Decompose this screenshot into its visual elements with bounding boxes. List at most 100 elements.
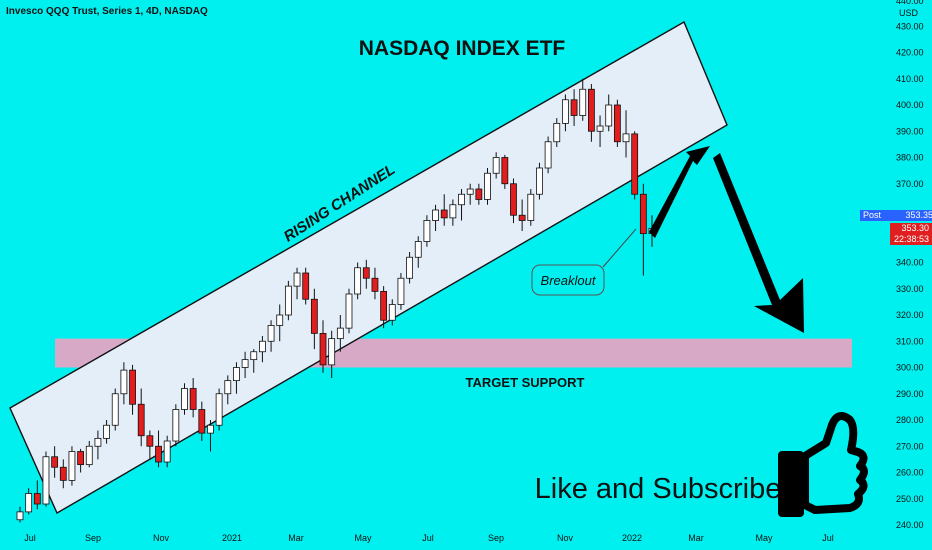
thumbs-up-icon[interactable] xyxy=(778,412,868,517)
candle-up[interactable] xyxy=(111,393,119,426)
y-tick-label: 290.00 xyxy=(896,389,924,399)
candle-down[interactable] xyxy=(570,99,578,116)
time-axis[interactable]: Jul Sep Nov 2021 Mar May Jul Sep Nov 2022 Mar May Ju… xyxy=(24,533,834,543)
last-price-tag: 353.30 22:38:53 xyxy=(890,223,932,245)
candle-up[interactable] xyxy=(466,188,474,195)
candle-up[interactable] xyxy=(328,338,336,366)
candle-down[interactable] xyxy=(475,188,483,200)
candle-up[interactable] xyxy=(397,277,405,305)
candle-up[interactable] xyxy=(163,440,171,463)
candle-up[interactable] xyxy=(267,325,275,342)
candle-up[interactable] xyxy=(120,369,128,395)
candle-down[interactable] xyxy=(501,157,509,185)
y-tick-label: 420.00 xyxy=(896,48,924,58)
candle-up[interactable] xyxy=(432,209,439,221)
y-tick-label: 320.00 xyxy=(896,310,924,320)
candle-down[interactable] xyxy=(189,388,197,410)
candle-up[interactable] xyxy=(406,256,413,279)
candle-up[interactable] xyxy=(605,104,613,127)
candle-up[interactable] xyxy=(293,272,301,287)
y-tick-label: 340.00 xyxy=(896,258,924,268)
x-tick-label: Sep xyxy=(85,533,101,543)
candle-up[interactable] xyxy=(284,285,292,316)
candle-down[interactable] xyxy=(613,104,621,143)
candle-up[interactable] xyxy=(215,393,223,426)
candle-up[interactable] xyxy=(458,193,465,206)
candle-up[interactable] xyxy=(449,204,457,219)
candle-down[interactable] xyxy=(137,403,145,437)
candle-down[interactable] xyxy=(51,456,59,468)
candle-down[interactable] xyxy=(302,272,310,300)
x-tick-label: Jul xyxy=(422,533,434,543)
y-tick-label: 380.00 xyxy=(896,153,924,163)
post-label: Post xyxy=(863,210,882,220)
candle-up[interactable] xyxy=(276,314,284,326)
candle-up[interactable] xyxy=(562,99,569,124)
candle-up[interactable] xyxy=(544,141,552,169)
candle-up[interactable] xyxy=(484,172,491,200)
breakout-pointer-line xyxy=(602,228,637,268)
candle-down[interactable] xyxy=(33,493,41,505)
candle-up[interactable] xyxy=(423,220,431,242)
candle-up[interactable] xyxy=(85,445,93,466)
x-tick-label: Sep xyxy=(488,533,504,543)
candle-up[interactable] xyxy=(250,351,258,361)
candle-up[interactable] xyxy=(68,451,76,481)
candle-up[interactable] xyxy=(492,157,500,174)
candle-up[interactable] xyxy=(224,380,232,395)
candle-down[interactable] xyxy=(310,298,318,334)
candle-down[interactable] xyxy=(587,88,595,132)
candle-down[interactable] xyxy=(146,435,154,447)
y-tick-label: 400.00 xyxy=(896,100,924,110)
candle-down[interactable] xyxy=(639,193,647,235)
candle-down[interactable] xyxy=(510,183,517,216)
candle-down[interactable] xyxy=(371,277,379,292)
x-tick-label: 2022 xyxy=(622,533,642,543)
candle-up[interactable] xyxy=(233,367,240,382)
candle-down[interactable] xyxy=(155,445,162,463)
x-tick-label: 2021 xyxy=(222,533,242,543)
candle-up[interactable] xyxy=(172,409,180,442)
up-arrow xyxy=(649,146,710,238)
candle-down[interactable] xyxy=(198,409,206,434)
candle-down[interactable] xyxy=(129,369,136,405)
candle-up[interactable] xyxy=(553,122,561,143)
candle-down[interactable] xyxy=(362,267,370,279)
candle-up[interactable] xyxy=(536,167,543,195)
candle-up[interactable] xyxy=(181,388,188,410)
symbol-header: Invesco QQQ Trust, Series 1, 4D, NASDAQ xyxy=(6,6,208,17)
candle-down[interactable] xyxy=(319,332,327,366)
candle-up[interactable] xyxy=(622,133,630,143)
chart-title: NASDAQ INDEX ETF xyxy=(359,37,566,60)
y-tick-label: 330.00 xyxy=(896,284,924,294)
candle-up[interactable] xyxy=(103,424,110,439)
candle-up[interactable] xyxy=(94,437,102,447)
candle-up[interactable] xyxy=(388,304,396,321)
candle-down[interactable] xyxy=(518,214,526,221)
candle-down[interactable] xyxy=(77,451,85,466)
y-tick-label: 260.00 xyxy=(896,468,924,478)
candle-down[interactable] xyxy=(380,290,388,321)
candle-down[interactable] xyxy=(440,209,448,219)
candle-up[interactable] xyxy=(16,511,24,521)
candle-up[interactable] xyxy=(579,88,587,116)
candle-up[interactable] xyxy=(345,293,353,329)
candle-up[interactable] xyxy=(259,340,266,353)
candle-down[interactable] xyxy=(59,466,67,481)
y-tick-label: 270.00 xyxy=(896,441,924,451)
y-tick-label: 240.00 xyxy=(896,520,924,530)
candle-down[interactable] xyxy=(631,133,639,195)
candle-up[interactable] xyxy=(527,193,535,221)
candle-up[interactable] xyxy=(42,456,50,505)
candle-up[interactable] xyxy=(354,267,362,295)
candle-up[interactable] xyxy=(241,359,249,368)
candle-up[interactable] xyxy=(25,493,33,513)
candle-up[interactable] xyxy=(207,424,214,434)
candle-up[interactable] xyxy=(336,327,344,340)
y-tick-label: 430.00 xyxy=(896,21,924,31)
price-axis[interactable]: 240.00 250.00 260.00 270.00 280.00 290.00 300.… xyxy=(896,0,924,530)
breakout-label: Breaklout xyxy=(541,273,597,288)
candle-up[interactable] xyxy=(596,125,604,132)
candle-up[interactable] xyxy=(414,241,422,258)
